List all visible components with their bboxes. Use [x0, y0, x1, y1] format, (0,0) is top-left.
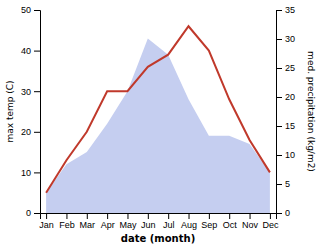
tick-label: 10 — [21, 168, 31, 178]
tick-mark — [276, 97, 282, 98]
tick-label: Jul — [163, 220, 175, 230]
tick-mark — [276, 10, 282, 11]
tick: 40 — [21, 46, 40, 56]
tick: 30 — [276, 34, 295, 44]
tick-mark — [276, 126, 282, 127]
tick-label: 30 — [285, 34, 295, 44]
tick: 10 — [276, 150, 295, 160]
tick-mark — [127, 213, 128, 219]
tick-mark — [250, 213, 251, 219]
tick-label: 30 — [21, 87, 31, 97]
x-axis: Jan Feb Mar Apr May Jun Jul Aug Sep Oct NovDec — [39, 213, 279, 230]
tick: Aug — [181, 213, 197, 230]
tick-mark — [34, 10, 40, 11]
tick-label: 20 — [21, 127, 31, 137]
area — [46, 38, 270, 213]
tick: 20 — [276, 92, 295, 102]
tick: 0 — [26, 208, 40, 218]
axis-line — [34, 11, 41, 214]
tick: 25 — [276, 63, 295, 73]
tick-mark — [229, 213, 230, 219]
tick-mark — [66, 213, 67, 219]
tick-label: Apr — [101, 220, 115, 230]
chart: Jan Feb Mar Apr May Jun Jul Aug Sep Oct NovDec 0 10 2… — [0, 0, 318, 247]
tick-mark — [34, 91, 40, 92]
tick-label: 25 — [285, 63, 295, 73]
plot: Jan Feb Mar Apr May Jun Jul Aug Sep Oct NovDec 0 10 2… — [21, 5, 295, 230]
tick-mark — [34, 51, 40, 52]
tick-label: 40 — [21, 46, 31, 56]
tick-label: May — [119, 220, 137, 230]
tick-label: 20 — [285, 92, 295, 102]
tick: Jun — [141, 213, 156, 230]
tick-mark — [148, 213, 149, 219]
tick-mark — [276, 213, 282, 214]
tick-label: Sep — [201, 220, 217, 230]
y-axis: 0 10 20 30 40 50 — [21, 5, 41, 218]
tick-mark — [209, 213, 210, 219]
y-axis-title: max temp (C) — [5, 80, 15, 142]
line — [46, 26, 270, 192]
tick-mark — [276, 39, 282, 40]
tick: May — [119, 213, 137, 230]
axis-line — [41, 214, 277, 220]
tick: Jan — [39, 213, 54, 230]
tick: 20 — [21, 127, 40, 137]
y2-axis-title: med. precipitation (kg/m2) — [306, 51, 316, 172]
tick: Oct — [223, 213, 238, 230]
tick-mark — [189, 213, 190, 219]
tick: Feb — [59, 213, 75, 230]
marks — [46, 26, 270, 213]
tick-label: Feb — [59, 220, 75, 230]
tick: 50 — [21, 5, 40, 15]
tick-label: Dec — [262, 220, 279, 230]
tick: Mar — [80, 213, 96, 230]
tick: 35 — [276, 5, 295, 15]
tick-mark — [87, 213, 88, 219]
tick: 15 — [276, 121, 295, 131]
tick: Sep — [201, 213, 217, 230]
x-axis-title: date (month) — [121, 233, 195, 244]
tick-mark — [107, 213, 108, 219]
tick-label: Nov — [242, 220, 259, 230]
tick-label: Jan — [39, 220, 54, 230]
axis-line — [277, 11, 283, 214]
tick-mark — [46, 213, 47, 219]
tick-label: 50 — [21, 5, 31, 15]
tick-label: Aug — [181, 220, 197, 230]
y2-axis: 0 5 10 15 20 25 30 35 — [276, 5, 295, 218]
tick-label: 0 — [285, 208, 290, 218]
tick: 0 — [276, 208, 290, 218]
tick-mark — [168, 213, 169, 219]
tick: Nov — [242, 213, 259, 230]
tick-label: Jun — [141, 220, 156, 230]
tick-label: Mar — [80, 220, 96, 230]
tick-label: 35 — [285, 5, 295, 15]
tick-mark — [34, 213, 40, 214]
tick-label: Oct — [223, 220, 238, 230]
tick-mark — [276, 68, 282, 69]
tick-mark — [270, 213, 271, 219]
tick: Jul — [163, 213, 175, 230]
tick: 5 — [276, 179, 290, 189]
tick: 30 — [21, 87, 40, 97]
tick-label: 0 — [26, 208, 31, 218]
tick-mark — [34, 132, 40, 133]
tick-mark — [276, 155, 282, 156]
tick-label: 5 — [285, 179, 290, 189]
tick-label: 10 — [285, 150, 295, 160]
tick-label: 15 — [285, 121, 295, 131]
tick: Apr — [101, 213, 115, 230]
tick: 10 — [21, 168, 40, 178]
tick-mark — [34, 172, 40, 173]
tick-mark — [276, 184, 282, 185]
tick: Dec — [262, 213, 279, 230]
